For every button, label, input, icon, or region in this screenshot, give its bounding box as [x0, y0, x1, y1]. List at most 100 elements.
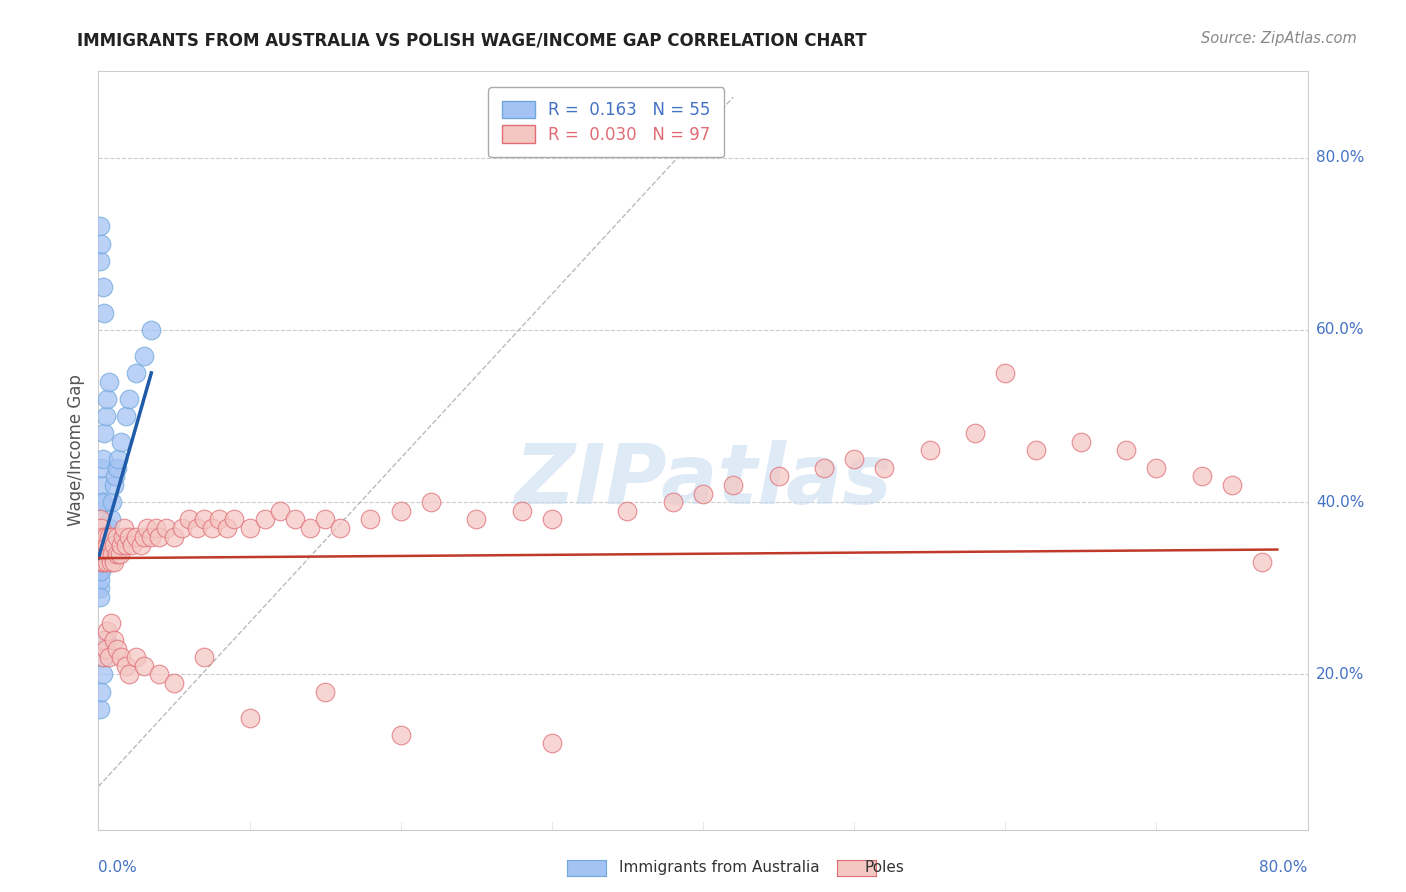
- Point: [1251, 556, 1274, 570]
- Point: [1191, 469, 1213, 483]
- Point: [94, 633, 117, 648]
- Point: [90, 564, 112, 578]
- Point: [179, 512, 201, 526]
- Legend: R =  0.163   N = 55, R =  0.030   N = 97: R = 0.163 N = 55, R = 0.030 N = 97: [488, 87, 724, 157]
- Point: [125, 650, 148, 665]
- Point: [105, 641, 128, 656]
- Text: 0.0%: 0.0%: [98, 860, 138, 875]
- Point: [90, 556, 112, 570]
- Point: [98, 547, 121, 561]
- Point: [98, 650, 121, 665]
- Point: [101, 547, 124, 561]
- Point: [90, 556, 112, 570]
- Text: 80.0%: 80.0%: [1260, 860, 1308, 875]
- Point: [89, 538, 111, 552]
- Point: [101, 530, 124, 544]
- Point: [994, 366, 1017, 380]
- Point: [114, 538, 136, 552]
- Point: [112, 521, 135, 535]
- Point: [98, 521, 121, 535]
- Point: [110, 434, 132, 449]
- Point: [163, 530, 186, 544]
- Point: [121, 538, 143, 552]
- Point: [100, 538, 122, 552]
- Point: [965, 426, 987, 441]
- Point: [89, 253, 111, 268]
- Point: [91, 556, 114, 570]
- Point: [89, 512, 111, 526]
- Y-axis label: Wage/Income Gap: Wage/Income Gap: [66, 375, 84, 526]
- Text: 40.0%: 40.0%: [1316, 495, 1364, 509]
- Point: [110, 538, 132, 552]
- Point: [105, 547, 128, 561]
- Point: [93, 305, 115, 319]
- Point: [125, 530, 148, 544]
- Point: [90, 236, 112, 251]
- Point: [141, 323, 163, 337]
- Point: [145, 521, 167, 535]
- Point: [90, 495, 112, 509]
- Point: [360, 512, 382, 526]
- Point: [90, 478, 112, 492]
- Point: [193, 650, 215, 665]
- Point: [100, 556, 122, 570]
- Point: [111, 530, 134, 544]
- Point: [253, 512, 276, 526]
- Point: [132, 530, 155, 544]
- Point: [723, 478, 745, 492]
- Point: [299, 521, 322, 535]
- Point: [208, 512, 231, 526]
- Point: [389, 504, 412, 518]
- Point: [329, 521, 352, 535]
- Point: [1024, 443, 1046, 458]
- Point: [873, 460, 896, 475]
- Point: [104, 469, 127, 483]
- Point: [148, 667, 170, 681]
- Point: [96, 556, 118, 570]
- Point: [314, 684, 336, 698]
- Point: [135, 521, 157, 535]
- Point: [90, 521, 112, 535]
- Point: [540, 512, 562, 526]
- Point: [224, 512, 246, 526]
- Point: [118, 667, 141, 681]
- Text: Poles: Poles: [865, 860, 904, 874]
- Point: [89, 521, 111, 535]
- Point: [94, 538, 117, 552]
- Point: [91, 650, 114, 665]
- Text: ZIPatlas: ZIPatlas: [515, 441, 891, 521]
- Point: [420, 495, 443, 509]
- Point: [94, 409, 117, 423]
- Point: [118, 530, 141, 544]
- Point: [155, 521, 177, 535]
- Point: [89, 530, 111, 544]
- Text: Immigrants from Australia: Immigrants from Australia: [619, 860, 820, 874]
- Point: [93, 650, 115, 665]
- Point: [918, 443, 941, 458]
- Point: [90, 538, 112, 552]
- Point: [844, 452, 866, 467]
- Point: [93, 633, 115, 648]
- Point: [94, 547, 117, 561]
- Point: [105, 530, 128, 544]
- Point: [107, 452, 129, 467]
- Point: [692, 486, 714, 500]
- Point: [108, 547, 131, 561]
- Point: [118, 392, 141, 406]
- Point: [125, 366, 148, 380]
- Point: [100, 512, 122, 526]
- Point: [91, 279, 114, 293]
- Point: [103, 478, 125, 492]
- Point: [389, 728, 412, 742]
- Point: [96, 392, 118, 406]
- Point: [89, 573, 111, 587]
- Point: [93, 426, 115, 441]
- Point: [103, 538, 125, 552]
- Point: [103, 556, 125, 570]
- Point: [93, 556, 115, 570]
- Point: [94, 641, 117, 656]
- Point: [100, 615, 122, 630]
- Point: [90, 460, 112, 475]
- Point: [284, 512, 307, 526]
- Point: [1115, 443, 1137, 458]
